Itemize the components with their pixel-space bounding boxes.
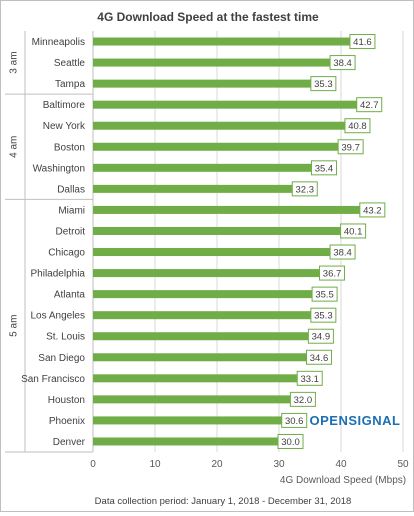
value-label-box [329,55,356,71]
category-label: San Diego [38,353,85,364]
value-label-box [359,202,386,218]
category-label: Chicago [48,248,85,259]
value-label-box [344,118,371,134]
value-label-box [319,265,346,281]
category-label: Denver [53,437,86,448]
bar [93,226,342,235]
value-label: 30.0 [281,437,300,448]
value-label-box [349,34,376,50]
value-label-box [310,307,337,323]
value-label: 35.3 [314,79,333,90]
x-tick-label: 10 [149,459,161,470]
category-label: New York [43,121,86,132]
x-tick-label: 30 [273,459,285,470]
bar [93,353,308,362]
bar [93,269,321,278]
bar [93,163,313,172]
bar [93,332,310,341]
value-label: 36.7 [323,269,342,280]
category-label: Los Angeles [31,311,86,322]
value-label-box [277,433,304,449]
category-label: Phoenix [49,416,85,427]
bar [93,142,340,151]
group-label: 4 am [9,136,20,158]
category-label: Detroit [56,226,86,237]
value-label-box [329,244,356,260]
bar [93,184,294,193]
footnote: Data collection period: January 1, 2018 … [95,496,352,507]
value-label: 35.4 [315,163,334,174]
x-tick-label: 20 [211,459,223,470]
group-label: 5 am [9,315,20,337]
bar [93,248,332,257]
value-label: 42.7 [360,100,379,111]
value-label: 35.3 [314,311,333,322]
chart-title: 4G Download Speed at the fastest time [97,10,319,24]
bar [93,437,279,446]
bar [93,311,312,320]
value-label-box [311,286,338,302]
category-label: Miami [58,205,85,216]
category-label: Boston [54,142,85,153]
bar [93,79,312,88]
value-label-box [356,97,383,113]
bar [93,290,314,299]
value-label: 41.6 [353,37,372,48]
bar [93,416,283,425]
category-label: Washington [33,163,85,174]
value-label: 34.9 [312,332,331,343]
category-label: Tampa [55,79,85,90]
value-label-box [310,160,337,176]
category-label: Philadelphia [31,269,86,280]
category-label: Minneapolis [32,37,85,48]
value-label: 39.7 [341,142,360,153]
category-label: San Francisco [21,374,85,385]
bar [93,121,346,130]
bar [93,374,299,383]
value-label: 40.8 [348,121,367,132]
x-tick-label: 50 [397,459,409,470]
value-label-box [340,223,367,239]
value-label: 32.0 [294,395,313,406]
value-label: 30.6 [285,416,304,427]
opensignal-logo: OPENSIGNAL [310,413,401,428]
value-label-box [289,391,316,407]
bar [93,100,358,109]
value-label: 35.5 [315,290,334,301]
x-tick-label: 0 [90,459,96,470]
value-label: 33.1 [300,374,319,385]
value-label-box [306,349,333,365]
category-label: Atlanta [54,290,86,301]
value-label-box [337,139,364,155]
x-tick-label: 40 [335,459,347,470]
value-label-box [281,412,308,428]
value-label: 32.3 [296,184,315,195]
bar [93,58,332,67]
category-label: Seattle [54,58,86,69]
group-label: 3 am [9,51,20,73]
value-label: 40.1 [344,226,363,237]
x-axis-label: 4G Download Speed (Mbps) [280,475,406,486]
value-label: 34.6 [310,353,329,364]
value-label: 38.4 [333,58,352,69]
bar [93,205,361,214]
value-label: 43.2 [363,205,382,216]
value-label: 38.4 [333,248,352,259]
value-label-box [291,181,318,197]
value-label-box [296,370,323,386]
category-label: Baltimore [43,100,86,111]
bar [93,37,351,46]
category-label: Dallas [57,184,85,195]
value-label-box [307,328,334,344]
bar [93,395,292,404]
value-label-box [310,76,337,92]
category-label: St. Louis [46,332,85,343]
category-label: Houston [48,395,85,406]
